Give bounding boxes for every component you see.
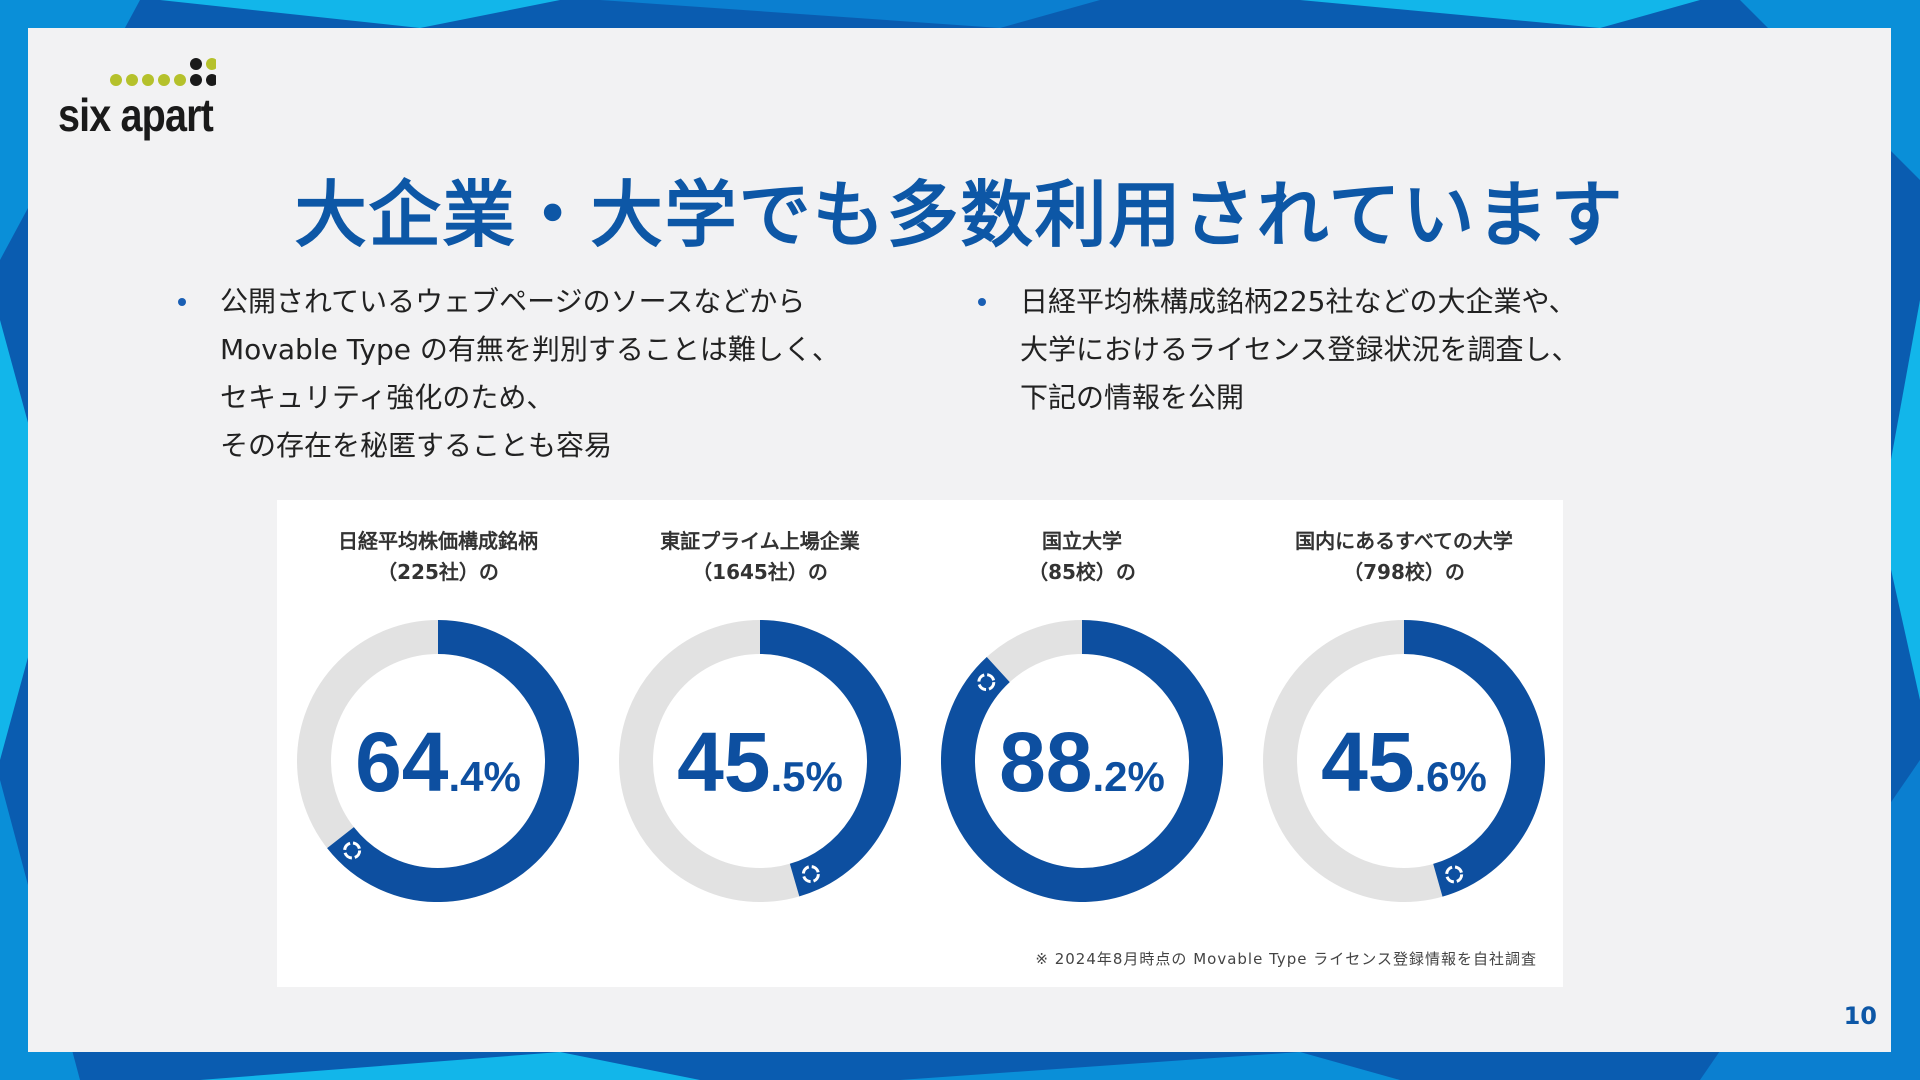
bullet-left-lines: 公開されているウェブページのソースなどから Movable Type の有無を判…: [220, 278, 938, 470]
donut-svg: 64.4%: [297, 620, 579, 902]
chart-label-line: 東証プライム上場企業: [660, 529, 860, 553]
bullet-right: 日経平均株構成銘柄225社などの大企業や、 大学におけるライセンス登録状況を調査し…: [978, 278, 1738, 422]
bullet-line: 公開されているウェブページのソースなどから: [220, 285, 806, 318]
arc-marker-icon: [1445, 865, 1464, 884]
logo-dot: [206, 58, 216, 70]
chart-label: 日経平均株価構成銘柄 （225社）の: [277, 526, 599, 588]
six-apart-logo: six apart: [58, 54, 228, 144]
chart-label: 国立大学 （85校）の: [921, 526, 1243, 588]
logo-text: six apart: [58, 89, 214, 141]
slide: six apart 大企業・大学でも多数利用されています 公開されているウェブペ…: [28, 28, 1891, 1052]
donut-chart: 東証プライム上場企業 （1645社）の 45.5%: [599, 500, 921, 920]
chart-label-line: 国内にあるすべての大学: [1295, 529, 1513, 553]
bullet-line: Movable Type の有無を判別することは難しく、: [220, 333, 840, 366]
bullet-dot-icon: [178, 298, 186, 306]
logo-dot: [190, 74, 202, 86]
donut-chart: 国内にあるすべての大学 （798校）の 45.6%: [1243, 500, 1565, 920]
bullet-right-lines: 日経平均株構成銘柄225社などの大企業や、 大学におけるライセンス登録状況を調査し…: [1020, 278, 1738, 422]
percentage-int: 88: [999, 715, 1092, 809]
chart-label-line: （85校）の: [1028, 560, 1136, 584]
logo-dot: [174, 74, 186, 86]
bullet-line: 日経平均株構成銘柄225社などの大企業や、: [1020, 285, 1577, 318]
chart-label-line: （798校）の: [1343, 560, 1465, 584]
percentage-unit: %: [1128, 753, 1165, 800]
chart-label-line: 日経平均株価構成銘柄: [338, 529, 538, 553]
chart-label: 東証プライム上場企業 （1645社）の: [599, 526, 921, 588]
bullet-dot-icon: [978, 298, 986, 306]
donut-value-arc: [1403, 620, 1545, 897]
percentage-value: 88.2%: [999, 715, 1165, 809]
donut-value-arc: [941, 620, 1223, 902]
logo-dot: [206, 74, 216, 86]
percentage-value: 64.4%: [355, 715, 521, 809]
percentage-int: 45: [1321, 715, 1414, 809]
percentage-unit: %: [484, 753, 521, 800]
logo-dot: [126, 74, 138, 86]
percentage-dec: .4: [449, 753, 485, 800]
logo-dot: [158, 74, 170, 86]
page-title: 大企業・大学でも多数利用されています: [294, 173, 1625, 257]
chart-label-line: （1645社）の: [692, 560, 828, 584]
percentage-dec: .5: [771, 753, 806, 800]
donut-value-arc: [759, 620, 901, 897]
chart-label: 国内にあるすべての大学 （798校）の: [1243, 526, 1565, 588]
donut-chart: 日経平均株価構成銘柄 （225社）の 64.4%: [277, 500, 599, 920]
percentage-value: 45.6%: [1321, 715, 1487, 809]
chart-panel: 日経平均株価構成銘柄 （225社）の 64.4% 東証プライム上場企業 （1645社）の…: [277, 500, 1563, 987]
logo-dot: [142, 74, 154, 86]
logo-dot: [110, 74, 122, 86]
bullet-line: セキュリティ強化のため、: [220, 381, 555, 414]
percentage-unit: %: [1450, 753, 1487, 800]
percentage-value: 45.5%: [677, 715, 843, 809]
donut-svg: 45.6%: [1263, 620, 1545, 902]
donut-svg: 88.2%: [941, 620, 1223, 902]
percentage-int: 45: [677, 715, 770, 809]
percentage-dec: .2: [1093, 753, 1128, 800]
percentage-unit: %: [806, 753, 843, 800]
chart-label-line: 国立大学: [1042, 529, 1122, 553]
logo-dot: [190, 58, 202, 70]
logo-dots-icon: [110, 58, 216, 86]
percentage-dec: .6: [1415, 753, 1450, 800]
donut-value-arc: [327, 620, 579, 902]
bullet-line: 下記の情報を公開: [1020, 381, 1245, 414]
bullet-line: 大学におけるライセンス登録状況を調査し、: [1020, 333, 1580, 366]
footnote: ※ 2024年8月時点の Movable Type ライセンス登録情報を自社調査: [1035, 950, 1537, 968]
bullet-left: 公開されているウェブページのソースなどから Movable Type の有無を判…: [178, 278, 938, 470]
donut-chart: 国立大学 （85校）の 88.2%: [921, 500, 1243, 920]
page-number: 10: [1843, 1002, 1877, 1030]
bullet-line: その存在を秘匿することも容易: [220, 429, 613, 462]
chart-label-line: （225社）の: [377, 560, 499, 584]
percentage-int: 64: [355, 715, 449, 809]
donut-svg: 45.5%: [619, 620, 901, 902]
